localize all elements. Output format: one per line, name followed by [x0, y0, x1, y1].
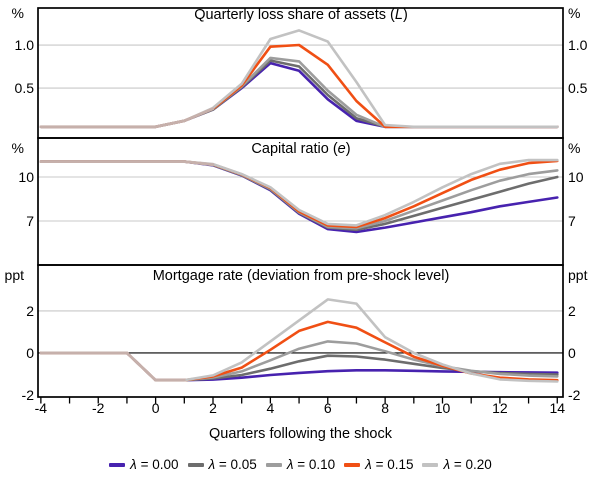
legend: λ = 0.00 λ = 0.05 λ = 0.10 λ = 0.15 λ = 0.20 — [0, 457, 601, 472]
x-tick-label: 6 — [323, 400, 332, 416]
legend-item: λ = 0.05 — [187, 457, 257, 472]
legend-swatch — [187, 462, 204, 467]
y-tick-label: 10 — [568, 169, 584, 185]
series-line-λ = 0.20 — [39, 298, 559, 383]
panel-frame — [37, 264, 564, 398]
y-tick-label: 2 — [26, 302, 34, 319]
x-tick-label: -4 — [34, 400, 48, 416]
y-tick-label: 10 — [18, 169, 34, 185]
y-tick-label: 2 — [568, 302, 576, 319]
x-tick-label: -2 — [92, 400, 105, 416]
series-line-λ = 0.20 — [39, 158, 559, 227]
legend-item: λ = 0.15 — [344, 457, 413, 472]
y-axis-unit: % — [11, 5, 24, 21]
x-tick-label: 2 — [209, 400, 217, 416]
legend-swatch — [265, 462, 282, 467]
y-tick-label: -2 — [21, 386, 34, 403]
panel-title-text: Mortgage rate (deviation from pre-shock … — [152, 268, 450, 284]
y-axis-unit: % — [11, 140, 24, 156]
y-tick-label: -2 — [568, 386, 581, 403]
x-axis-title: Quarters following the shock — [209, 426, 392, 442]
series-overlap-line — [39, 351, 186, 382]
y-axis-unit: % — [568, 5, 581, 21]
y-tick-label: 0 — [568, 344, 576, 361]
x-tick-label: 12 — [492, 400, 508, 416]
legend-swatch — [422, 462, 439, 467]
panel-title-text: ) — [345, 141, 351, 157]
x-tick-label: 10 — [434, 400, 451, 416]
y-tick-label: 0 — [26, 344, 34, 361]
x-tick-label: 0 — [151, 400, 160, 416]
legend-label: λ = 0.10 — [286, 457, 336, 472]
legend-label: λ = 0.05 — [208, 457, 257, 472]
panel-title: Quarterly loss share of assets (L) — [39, 6, 563, 24]
y-tick-label: 0.5 — [568, 80, 588, 97]
y-tick-label: 1.0 — [568, 37, 588, 54]
panel-title-text: Capital ratio ( — [251, 141, 338, 157]
series-line-λ = 0.00 — [39, 61, 559, 129]
legend-item: λ = 0.20 — [422, 457, 492, 472]
legend-swatch — [109, 462, 126, 467]
x-tick-label: 14 — [549, 400, 566, 416]
y-tick-label: 1.0 — [14, 37, 34, 54]
x-tick-label: 4 — [266, 400, 275, 416]
panel-title: Mortgage rate (deviation from pre-shock … — [39, 267, 563, 285]
legend-item: λ = 0.00 — [109, 457, 179, 472]
x-tick-label: 8 — [381, 400, 390, 416]
legend-label: λ = 0.00 — [130, 457, 179, 472]
legend-label: λ = 0.15 — [365, 457, 414, 472]
panel-title: Capital ratio (e) — [39, 140, 563, 158]
y-tick-label: 0.5 — [14, 80, 34, 97]
series-overlap-line — [39, 160, 215, 167]
series-overlap-line — [39, 107, 215, 129]
y-tick-label: 7 — [568, 213, 576, 229]
y-axis-unit: ppt — [4, 267, 24, 283]
panel-title-text: Quarterly loss share of assets ( — [194, 7, 395, 23]
legend-swatch — [344, 462, 361, 467]
series-line-λ = 0.15 — [39, 43, 559, 129]
y-axis-unit: % — [568, 140, 581, 156]
y-tick-label: 7 — [26, 213, 34, 229]
panel-title-text: ) — [402, 7, 408, 23]
legend-item: λ = 0.10 — [265, 457, 336, 472]
panel-title-text: e — [337, 141, 346, 157]
y-axis-unit: ppt — [568, 267, 588, 283]
legend-label: λ = 0.20 — [443, 457, 492, 472]
panel-title-text: L — [394, 7, 403, 23]
